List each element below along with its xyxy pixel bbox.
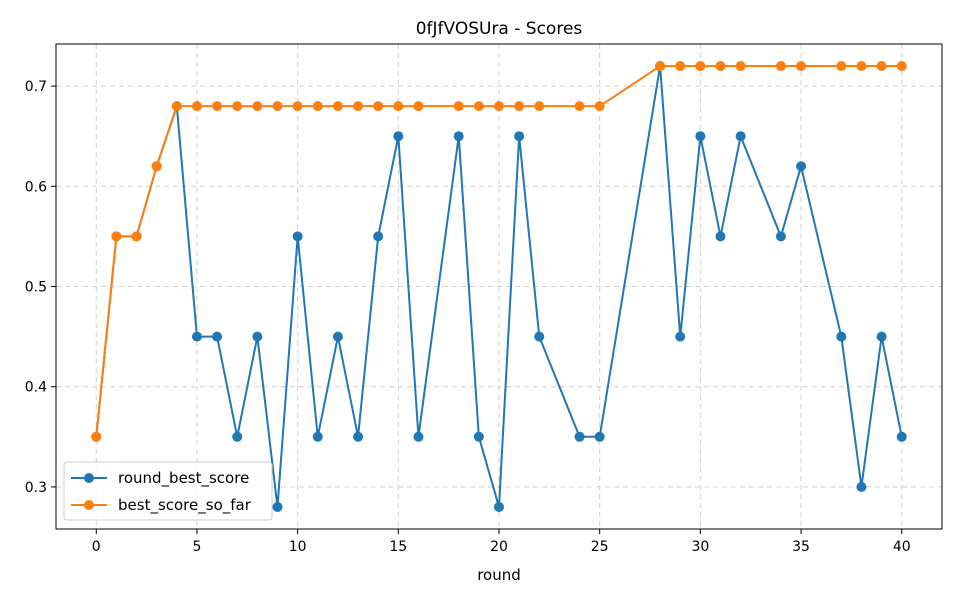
chart-title: 0fJfVOSUra - Scores	[416, 19, 583, 39]
data-point-round-best-score	[876, 331, 887, 342]
data-point-round-best-score	[292, 231, 303, 242]
data-point-round-best-score	[473, 431, 484, 442]
data-point-round-best-score	[453, 131, 464, 142]
legend-label-round-best-score: round_best_score	[118, 469, 249, 488]
legend-label-best-score-so-far: best_score_so_far	[118, 496, 252, 515]
data-point-round-best-score	[775, 231, 786, 242]
data-point-best-score-so-far	[796, 61, 807, 72]
data-point-best-score-so-far	[332, 101, 343, 112]
data-point-round-best-score	[856, 481, 867, 492]
data-point-best-score-so-far	[453, 101, 464, 112]
series-best-score-so-far	[91, 61, 907, 442]
data-point-best-score-so-far	[695, 61, 706, 72]
data-point-round-best-score	[836, 331, 847, 342]
y-tick-label: 0.4	[25, 380, 47, 396]
data-point-best-score-so-far	[775, 61, 786, 72]
data-point-round-best-score	[695, 131, 706, 142]
x-tick-label: 15	[389, 539, 407, 555]
y-tick-label: 0.7	[25, 79, 47, 95]
x-tick-label: 5	[192, 539, 201, 555]
data-point-round-best-score	[534, 331, 545, 342]
data-point-best-score-so-far	[272, 101, 283, 112]
data-point-best-score-so-far	[111, 231, 122, 242]
grid	[56, 44, 942, 529]
data-point-round-best-score	[191, 331, 202, 342]
x-tick-label: 35	[792, 539, 810, 555]
legend-box	[63, 461, 273, 521]
data-point-best-score-so-far	[212, 101, 223, 112]
data-point-best-score-so-far	[655, 61, 666, 72]
data-point-round-best-score	[675, 331, 686, 342]
data-point-round-best-score	[494, 501, 504, 512]
data-point-round-best-score	[332, 331, 343, 342]
x-tick-label: 25	[591, 539, 609, 555]
data-point-round-best-score	[272, 501, 283, 512]
series-layer	[91, 61, 907, 512]
data-point-best-score-so-far	[876, 61, 887, 72]
data-point-round-best-score	[252, 331, 263, 342]
data-point-best-score-so-far	[292, 101, 303, 112]
x-tick-label: 10	[289, 539, 307, 555]
data-point-round-best-score	[594, 431, 605, 442]
data-point-round-best-score	[353, 431, 364, 442]
data-point-best-score-so-far	[473, 101, 484, 112]
data-point-best-score-so-far	[594, 101, 605, 112]
data-point-best-score-so-far	[836, 61, 847, 72]
data-point-best-score-so-far	[151, 161, 162, 172]
data-point-best-score-so-far	[715, 61, 726, 72]
data-point-round-best-score	[796, 161, 807, 172]
data-point-round-best-score	[896, 431, 907, 442]
x-axis-label: round	[477, 566, 521, 584]
data-point-best-score-so-far	[735, 61, 746, 72]
data-point-best-score-so-far	[312, 101, 323, 112]
data-point-round-best-score	[514, 131, 525, 142]
data-point-best-score-so-far	[131, 231, 142, 242]
data-point-best-score-so-far	[413, 101, 424, 112]
data-point-round-best-score	[574, 431, 585, 442]
data-point-round-best-score	[232, 431, 243, 442]
x-tick-label: 0	[92, 539, 101, 555]
data-point-best-score-so-far	[514, 101, 525, 112]
legend: round_best_score best_score_so_far	[63, 461, 273, 521]
x-tick-label: 20	[490, 539, 508, 555]
y-tick-label: 0.6	[25, 179, 47, 195]
legend-entry-best-score-so-far: best_score_so_far	[71, 496, 252, 515]
data-point-best-score-so-far	[494, 101, 504, 112]
x-tick-label: 30	[691, 539, 709, 555]
data-point-best-score-so-far	[393, 101, 404, 112]
axis-ticks: 0 5 10 15 20 25 30 35 40 0.3 0.4 0.5 0.6 0.7	[25, 79, 911, 555]
data-point-round-best-score	[212, 331, 223, 342]
data-point-best-score-so-far	[373, 101, 384, 112]
data-point-round-best-score	[413, 431, 424, 442]
y-tick-label: 0.3	[25, 480, 47, 496]
data-point-best-score-so-far	[574, 101, 585, 112]
data-point-best-score-so-far	[252, 101, 263, 112]
data-point-best-score-so-far	[534, 101, 545, 112]
data-point-round-best-score	[735, 131, 746, 142]
data-point-best-score-so-far	[171, 101, 182, 112]
y-tick-label: 0.5	[25, 280, 47, 296]
data-point-best-score-so-far	[232, 101, 243, 112]
data-point-round-best-score	[715, 231, 726, 242]
data-point-best-score-so-far	[91, 431, 102, 442]
data-point-best-score-so-far	[191, 101, 202, 112]
legend-swatch-marker	[84, 473, 94, 483]
data-point-best-score-so-far	[896, 61, 907, 72]
data-point-round-best-score	[373, 231, 384, 242]
data-point-best-score-so-far	[675, 61, 686, 72]
data-point-best-score-so-far	[353, 101, 364, 112]
data-point-best-score-so-far	[856, 61, 867, 72]
legend-swatch-marker	[84, 500, 94, 510]
legend-entry-round-best-score: round_best_score	[71, 469, 249, 488]
data-point-round-best-score	[393, 131, 404, 142]
x-tick-label: 40	[893, 539, 911, 555]
data-point-round-best-score	[312, 431, 323, 442]
